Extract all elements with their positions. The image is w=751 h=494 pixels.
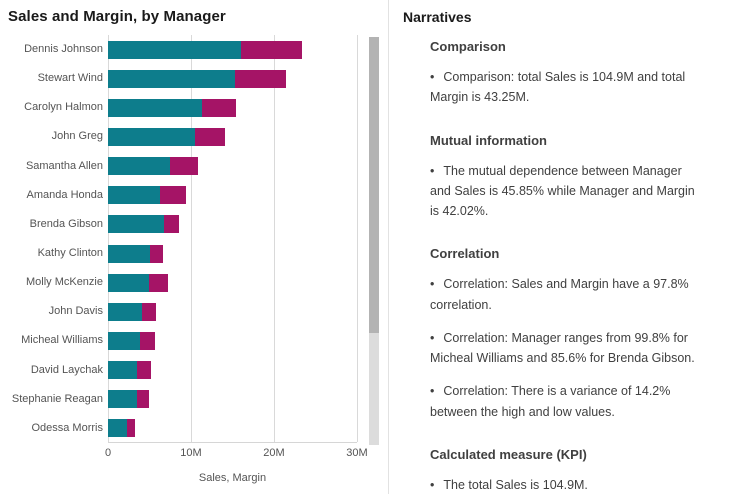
sales-bar-segment[interactable] xyxy=(108,273,149,292)
plot-area xyxy=(108,35,358,443)
x-tick-label: 20M xyxy=(263,447,285,459)
narratives-title: Narratives xyxy=(403,9,472,25)
narratives-content: Comparison Comparison: total Sales is 104… xyxy=(430,28,730,494)
bar-row[interactable] xyxy=(108,419,135,438)
sales-bar-segment[interactable] xyxy=(108,40,241,59)
y-axis-label: Samantha Allen xyxy=(25,159,103,172)
y-axis-label: Molly McKenzie xyxy=(25,276,103,289)
x-tick-label: 0 xyxy=(104,447,112,459)
margin-bar-segment[interactable] xyxy=(150,244,163,263)
y-axis-label: Dennis Johnson xyxy=(24,43,103,55)
sales-bar-segment[interactable] xyxy=(108,361,138,380)
sales-bar-segment[interactable] xyxy=(108,302,143,321)
bar-row[interactable] xyxy=(108,98,236,117)
sales-bar-segment[interactable] xyxy=(108,390,138,409)
bar-row[interactable] xyxy=(108,40,303,59)
sales-bar-segment[interactable] xyxy=(108,69,235,88)
bar-row[interactable] xyxy=(108,157,199,176)
margin-bar-segment[interactable] xyxy=(137,361,152,380)
chart-region: Dennis Johnson Stewart Wind Carolyn Halmon… xyxy=(0,35,388,494)
narrative-bullet: Correlation: Manager ranges from 99.8% f… xyxy=(430,328,704,369)
narrative-section-heading: Correlation xyxy=(430,246,500,262)
sales-bar-segment[interactable] xyxy=(108,157,171,176)
y-axis-label: David Laychak xyxy=(30,363,103,376)
narrative-bullet: Correlation: Sales and Margin have a 97.… xyxy=(430,274,704,315)
margin-bar-segment[interactable] xyxy=(127,419,135,438)
bar-row[interactable] xyxy=(108,302,157,321)
chart-scrollbar-thumb[interactable] xyxy=(369,37,379,333)
sales-bar-segment[interactable] xyxy=(108,215,164,234)
bar-row[interactable] xyxy=(108,332,156,350)
bar-row[interactable] xyxy=(108,390,149,409)
margin-bar-segment[interactable] xyxy=(234,69,286,88)
sales-bar-segment[interactable] xyxy=(108,128,196,146)
y-axis: Dennis Johnson Stewart Wind Carolyn Halmon… xyxy=(0,35,103,443)
margin-bar-segment[interactable] xyxy=(160,186,186,205)
y-axis-label: Brenda Gibson xyxy=(29,217,103,230)
margin-bar-segment[interactable] xyxy=(137,390,149,409)
narratives-panel: Narratives Comparison Comparison: total S… xyxy=(394,0,751,494)
x-tick-label: 30M xyxy=(346,447,368,459)
sales-bar-segment[interactable] xyxy=(108,419,128,438)
narrative-section: Calculated measure (KPI) The total Sales … xyxy=(430,447,730,494)
margin-bar-segment[interactable] xyxy=(170,157,199,176)
narrative-section: Correlation Correlation: Sales and Margin… xyxy=(430,246,730,422)
narrative-bullet-list: The total Sales is 104.9M. xyxy=(430,475,730,494)
margin-bar-segment[interactable] xyxy=(142,302,157,321)
margin-bar-segment[interactable] xyxy=(148,273,168,292)
x-axis-ticks: 0 10M 20M 30M xyxy=(104,447,368,461)
sales-bar-segment[interactable] xyxy=(108,244,151,263)
narrative-bullet: Comparison: total Sales is 104.9M and to… xyxy=(430,67,704,108)
narrative-section-heading: Comparison xyxy=(430,39,506,54)
bar-row[interactable] xyxy=(108,128,226,146)
y-axis-label: Odessa Morris xyxy=(31,421,103,434)
gridline xyxy=(357,35,358,442)
y-axis-label: Stephanie Reagan xyxy=(11,392,103,405)
gridline xyxy=(274,35,275,442)
chart-panel: Sales and Margin, by Manager Dennis John… xyxy=(0,0,389,494)
y-axis-label: Carolyn Halmon xyxy=(24,101,103,114)
narrative-section: Comparison Comparison: total Sales is 104… xyxy=(430,39,730,108)
narrative-section-heading: Mutual information xyxy=(430,132,547,148)
chart-scrollbar[interactable] xyxy=(369,37,379,445)
gridline xyxy=(108,35,109,442)
y-axis-label: John Davis xyxy=(48,305,103,318)
y-axis-label: Kathy Clinton xyxy=(37,247,103,259)
y-axis-label: John Greg xyxy=(51,130,103,143)
bar-row[interactable] xyxy=(108,215,179,234)
y-axis-label: Amanda Honda xyxy=(26,188,103,201)
y-axis-label: Stewart Wind xyxy=(37,72,103,85)
bar-row[interactable] xyxy=(108,69,286,88)
sales-bar-segment[interactable] xyxy=(108,98,202,117)
narrative-bullet: The total Sales is 104.9M. xyxy=(430,475,704,494)
gridline xyxy=(191,35,192,442)
narrative-section: Mutual information The mutual dependence … xyxy=(430,133,730,222)
bar-row[interactable] xyxy=(108,273,168,292)
narrative-bullet: Correlation: There is a variance of 14.2… xyxy=(430,381,704,422)
margin-bar-segment[interactable] xyxy=(201,98,236,117)
margin-bar-segment[interactable] xyxy=(195,128,226,146)
bar-row[interactable] xyxy=(108,244,163,263)
narrative-bullet-list: Comparison: total Sales is 104.9M and to… xyxy=(430,67,730,108)
y-axis-label: Micheal Williams xyxy=(21,334,103,347)
margin-bar-segment[interactable] xyxy=(163,215,179,234)
narrative-bullet-list: The mutual dependence between Manager an… xyxy=(430,161,730,222)
bar-row[interactable] xyxy=(108,186,186,205)
x-tick-label: 10M xyxy=(180,447,202,459)
narrative-bullet-list: Correlation: Sales and Margin have a 97.… xyxy=(430,274,730,422)
chart-title: Sales and Margin, by Manager xyxy=(8,8,226,25)
margin-bar-segment[interactable] xyxy=(240,40,303,59)
narrative-section-heading: Calculated measure (KPI) xyxy=(430,446,587,462)
x-axis-title: Sales, Margin xyxy=(198,472,267,484)
bar-row[interactable] xyxy=(108,361,152,380)
sales-bar-segment[interactable] xyxy=(108,332,141,350)
sales-bar-segment[interactable] xyxy=(108,186,161,205)
narrative-bullet: The mutual dependence between Manager an… xyxy=(430,161,704,222)
margin-bar-segment[interactable] xyxy=(140,332,156,350)
